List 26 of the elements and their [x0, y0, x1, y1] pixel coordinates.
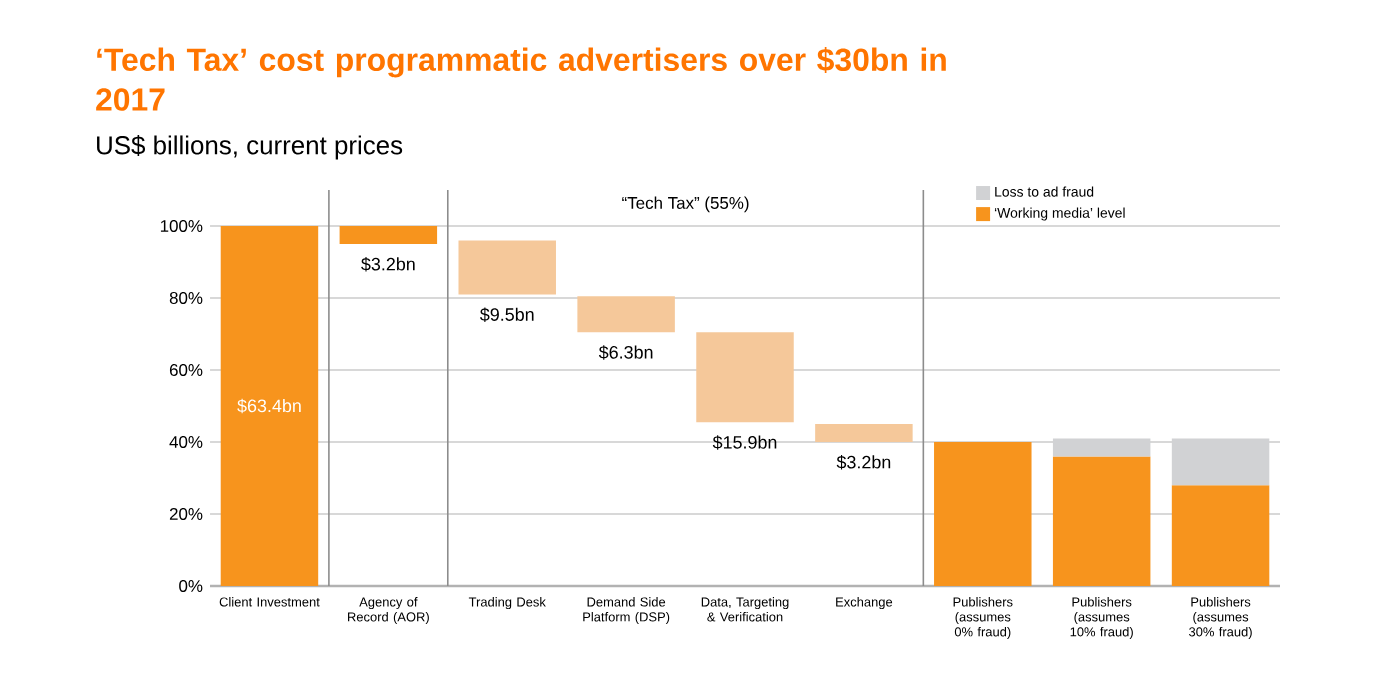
- annotation: $3.2bn: [361, 257, 415, 272]
- chart-subtitle: US$ billions, current prices: [97, 135, 403, 160]
- bar: [1171, 438, 1270, 486]
- y-tick-label: 0%: [179, 580, 203, 592]
- bar: [458, 240, 556, 295]
- bar: [934, 442, 1032, 586]
- y-tick-label: 40%: [169, 436, 203, 448]
- bar: [815, 424, 913, 442]
- annotation: $9.5bn: [480, 307, 534, 322]
- bar: [1052, 438, 1151, 457]
- y-tick-label: 100%: [160, 220, 203, 232]
- bar: [339, 225, 438, 244]
- chart-title: ‘Tech Tax’ cost programmatic advertisers over $30bn in 2017: [96, 47, 946, 111]
- annotation: $63.4bn: [237, 398, 301, 414]
- bar: [577, 296, 675, 333]
- bar: [1171, 485, 1270, 586]
- bar: [1052, 456, 1151, 586]
- y-tick-label: 20%: [169, 508, 203, 520]
- y-tick-label: 80%: [169, 292, 203, 304]
- annotation: “Tech Tax” (55%): [622, 196, 749, 213]
- y-tick-label: 60%: [169, 364, 203, 376]
- annotation: $3.2bn: [836, 455, 891, 470]
- annotation: $6.3bn: [598, 345, 653, 360]
- bar: [696, 332, 794, 423]
- bar: [220, 225, 319, 586]
- annotation: $15.9bn: [712, 435, 777, 450]
